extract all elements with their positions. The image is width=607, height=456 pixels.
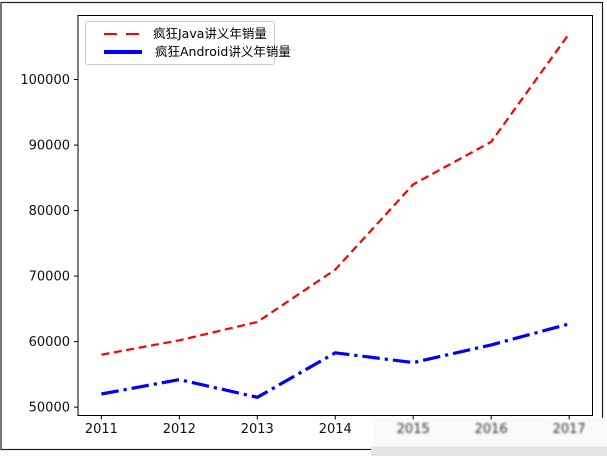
x-tick-label-obscured: 2015 [397, 422, 430, 437]
x-tick-label: 2011 [85, 422, 118, 437]
x-tick-label: 2013 [241, 422, 274, 437]
x-tick-label-obscured: 2016 [475, 422, 508, 437]
series-line-0 [101, 33, 570, 356]
legend-item-android: 疯狂Android讲义年销量 [104, 45, 291, 59]
legend-label-java: 疯狂Java讲义年销量 [153, 25, 267, 41]
x-tick-label: 2012 [163, 422, 196, 437]
y-tick-label: 90000 [29, 139, 70, 154]
x-tick-label: 2014 [319, 422, 352, 437]
watermark-wipe-area [374, 418, 607, 447]
y-tick-label: 100000 [20, 73, 70, 88]
axes-frame [77, 15, 593, 416]
legend-box: 疯狂Java讲义年销量 疯狂Android讲义年销量 [85, 21, 291, 65]
legend-label-android: 疯狂Android讲义年销量 [155, 43, 291, 59]
watermark-strip [371, 446, 607, 456]
y-tick-label: 60000 [29, 335, 70, 350]
y-tick-label: 50000 [29, 401, 70, 416]
legend-item-java: 疯狂Java讲义年销量 [104, 25, 267, 41]
y-tick-label: 80000 [29, 204, 70, 219]
legend-line-sample-android-solid [104, 50, 142, 54]
x-tick-label-obscured: 2017 [553, 422, 586, 437]
y-tick-label: 70000 [29, 270, 70, 285]
series-line-1 [101, 322, 570, 399]
legend-line-sample-java-dashed [104, 32, 140, 36]
